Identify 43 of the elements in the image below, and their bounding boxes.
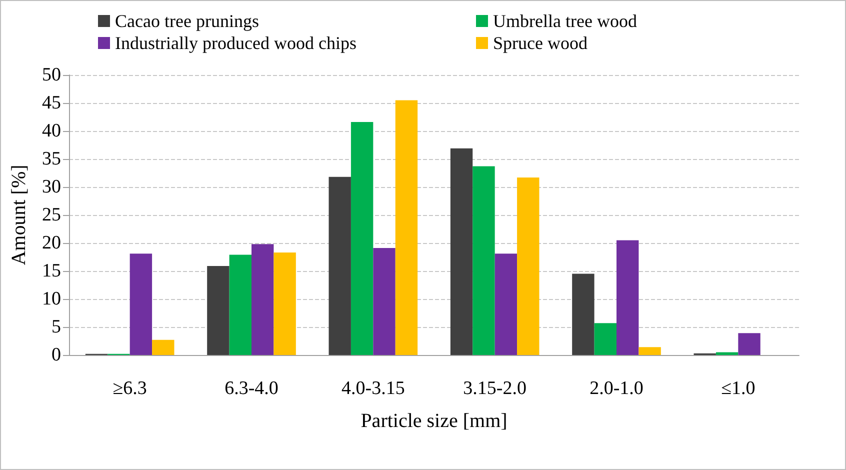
x-axis-title: Particle size [mm] (360, 410, 508, 432)
y-tick-label: 40 (42, 120, 61, 142)
x-tick-label: ≤1.0 (721, 378, 756, 399)
bar (594, 323, 616, 355)
y-axis-title: Amount [%] (8, 164, 30, 266)
legend-label: Umbrella tree wood (493, 11, 637, 31)
bar (395, 100, 418, 355)
bar (494, 254, 518, 355)
legend-label: Spruce wood (493, 33, 588, 53)
bar (450, 148, 473, 355)
bar (638, 347, 661, 355)
y-tick-label: 45 (42, 92, 61, 114)
bar (350, 122, 374, 355)
y-tick-label: 25 (42, 204, 61, 226)
y-tick-label: 30 (42, 176, 61, 198)
y-tick-label: 50 (42, 64, 61, 86)
y-tick-label: 20 (42, 232, 61, 254)
x-tick-label: 3.15-2.0 (463, 378, 526, 399)
bar (328, 176, 351, 355)
bar (373, 248, 396, 355)
bar (572, 274, 594, 355)
x-tick-label: ≥6.3 (112, 378, 147, 399)
y-tick-label: 10 (42, 288, 61, 310)
legend-label: Cacao tree prunings (115, 11, 259, 31)
y-tick-label: 15 (42, 260, 61, 282)
bar (152, 340, 174, 355)
bar (716, 352, 738, 355)
bar (130, 254, 152, 355)
x-tick-label: 6.3-4.0 (224, 378, 278, 399)
y-tick-label: 5 (52, 316, 61, 338)
bar (517, 177, 540, 355)
bar (738, 333, 760, 355)
y-tick-label: 35 (42, 148, 61, 170)
bar (252, 244, 274, 355)
x-tick-label: 2.0-1.0 (590, 378, 644, 399)
bar (472, 166, 495, 355)
bar (207, 266, 230, 355)
legend-label: Industrially produced wood chips (115, 33, 356, 53)
x-tick-label: 4.0-3.15 (342, 378, 405, 399)
y-tick-label: 0 (52, 344, 61, 366)
bar (616, 240, 639, 355)
bar (229, 254, 252, 355)
bar (274, 252, 296, 355)
